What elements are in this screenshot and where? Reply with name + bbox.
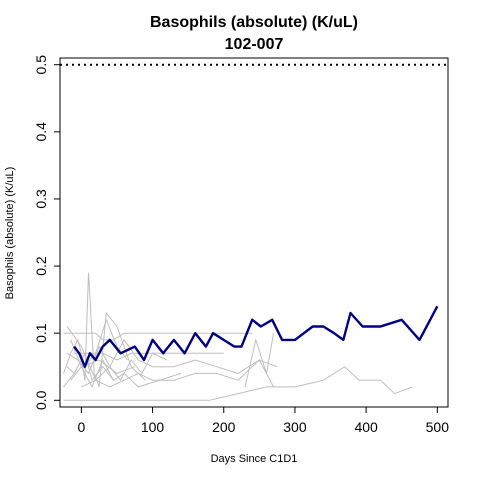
y-axis-label: Basophils (absolute) (K/uL) [4,167,16,300]
background-series-line-6 [63,318,128,374]
chart-title: Basophils (absolute) (K/uL) [150,14,358,31]
background-series-line-11 [63,351,114,388]
x-axis-label: Days Since C1D1 [211,453,298,465]
highlight-series-line [73,305,439,368]
background-series-line-5 [66,345,168,382]
plot-frame [59,57,449,408]
y-tick-label: 0.0 [33,390,49,410]
background-series-line-7 [81,359,275,388]
x-tick-label: 200 [212,419,236,435]
y-axis: 0.0 0.1 0.2 0.3 0.4 0.5 [33,55,61,410]
x-axis: 0 100 200 300 400 500 [77,406,450,435]
x-tick-label: 100 [141,419,165,435]
background-series-line-12 [244,333,275,388]
background-series-line-1 [63,332,253,341]
background-series-line-13 [70,339,135,374]
y-tick-label: 0.1 [33,323,49,343]
background-series-line-2 [63,366,413,401]
x-tick-label: 500 [426,419,450,435]
y-tick-label: 0.5 [33,55,49,75]
chart-subtitle: 102-007 [225,36,284,53]
x-tick-label: 300 [283,419,307,435]
background-series-line-9 [66,326,153,382]
y-tick-label: 0.2 [33,256,49,276]
highlight-series-group [73,305,439,368]
y-tick-label: 0.3 [33,189,49,209]
y-tick-label: 0.4 [33,122,49,142]
background-series-line-8 [152,359,278,374]
x-tick-label: 400 [354,419,378,435]
background-series-group [63,272,413,401]
x-tick-label: 0 [77,419,85,435]
